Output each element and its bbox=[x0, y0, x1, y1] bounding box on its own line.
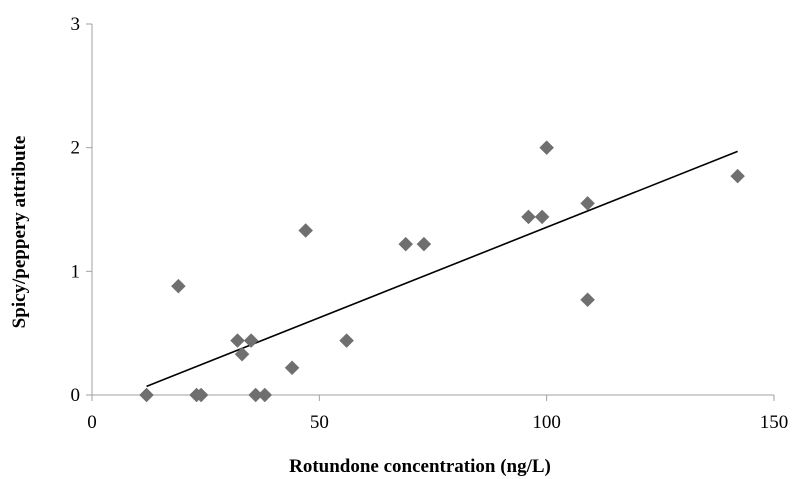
y-tick-label: 1 bbox=[71, 261, 81, 282]
x-tick-label: 150 bbox=[760, 412, 789, 433]
data-point bbox=[193, 387, 209, 403]
data-point bbox=[243, 333, 259, 348]
data-point bbox=[339, 333, 354, 348]
x-tick-label: 0 bbox=[87, 412, 97, 433]
data-point bbox=[298, 223, 314, 238]
data-point bbox=[234, 346, 250, 362]
data-point bbox=[257, 387, 273, 403]
x-tick-label: 50 bbox=[310, 412, 329, 433]
data-point bbox=[139, 387, 154, 403]
x-axis: 0 50 100 150 bbox=[87, 394, 788, 433]
y-tick-label: 0 bbox=[71, 385, 81, 406]
data-point bbox=[284, 360, 300, 376]
data-point bbox=[730, 168, 745, 184]
data-point bbox=[580, 292, 595, 308]
x-axis-title: Rotundone concentration (ng/L) bbox=[289, 456, 551, 477]
x-ticks: 0 50 100 150 bbox=[87, 395, 788, 433]
y-ticks: 0 1 2 3 bbox=[71, 14, 92, 406]
y-tick-label: 3 bbox=[71, 14, 81, 35]
data-point bbox=[534, 209, 550, 225]
y-axis-title: Spicy/peppery attribute bbox=[9, 136, 30, 329]
data-points bbox=[139, 140, 745, 403]
trendline bbox=[146, 150, 738, 388]
y-tick-label: 2 bbox=[71, 138, 81, 159]
data-point bbox=[171, 278, 186, 294]
data-point bbox=[416, 236, 432, 252]
y-axis: 0 1 2 3 bbox=[71, 14, 93, 406]
data-point bbox=[230, 333, 245, 348]
data-point bbox=[539, 140, 555, 156]
data-point bbox=[521, 209, 536, 225]
data-point bbox=[580, 195, 595, 211]
x-tick-label: 100 bbox=[532, 412, 561, 433]
data-point bbox=[398, 236, 414, 252]
